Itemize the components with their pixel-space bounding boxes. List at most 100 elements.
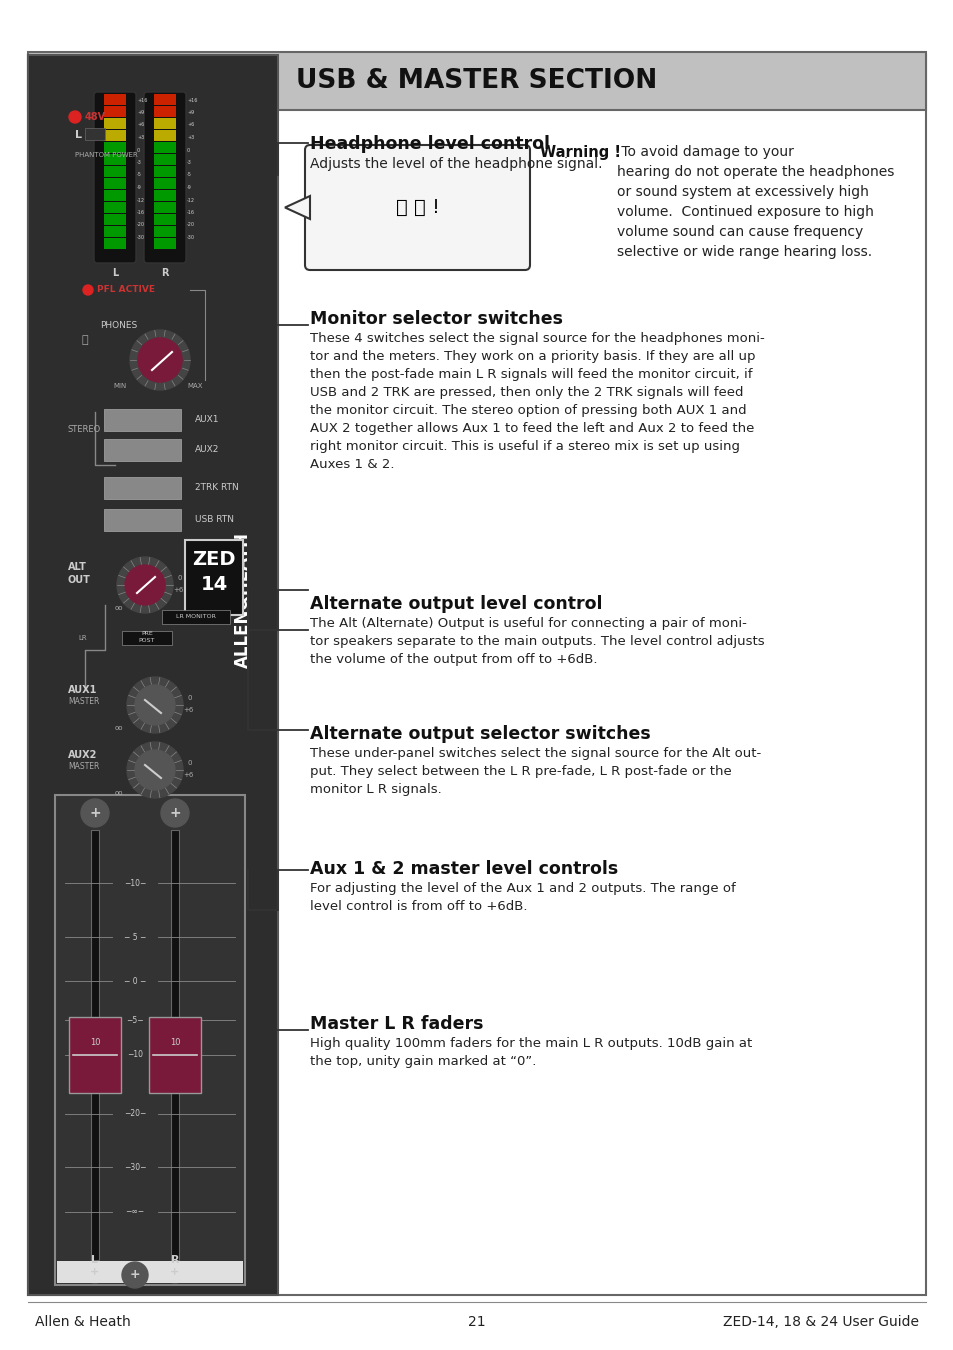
Circle shape [127, 743, 183, 798]
Text: These under-panel switches select the signal source for the Alt out-
put. They s: These under-panel switches select the si… [310, 747, 760, 796]
Polygon shape [285, 196, 310, 219]
Circle shape [125, 566, 165, 605]
Text: +6: +6 [172, 587, 183, 593]
FancyBboxPatch shape [104, 477, 181, 500]
Bar [153, 190, 175, 201]
Text: 2TRK RTN: 2TRK RTN [194, 483, 238, 493]
Text: The Alt (Alternate) Output is useful for connecting a pair of moni-
tor speakers: The Alt (Alternate) Output is useful for… [310, 617, 763, 666]
Text: L: L [112, 269, 118, 278]
Text: 10: 10 [170, 1038, 180, 1048]
Text: -20: -20 [187, 223, 194, 228]
Text: oo: oo [115, 725, 123, 730]
Text: +6: +6 [183, 707, 193, 713]
Text: Warning !: Warning ! [539, 144, 620, 161]
Text: 🔊 🎧 !: 🔊 🎧 ! [395, 198, 439, 217]
Text: PFL ACTIVE: PFL ACTIVE [97, 285, 154, 294]
Text: High quality 100mm faders for the main L R outputs. 10dB gain at
the top, unity : High quality 100mm faders for the main L… [310, 1037, 752, 1068]
FancyBboxPatch shape [104, 439, 181, 460]
Bar [104, 142, 126, 153]
Bar [153, 95, 175, 105]
Circle shape [84, 1261, 106, 1282]
Text: To avoid damage to your
hearing do not operate the headphones
or sound system at: To avoid damage to your hearing do not o… [617, 144, 893, 259]
Text: MASTER: MASTER [68, 698, 99, 706]
Text: -30: -30 [137, 235, 145, 240]
Bar [57, 1261, 243, 1282]
Bar [104, 215, 126, 225]
FancyBboxPatch shape [144, 92, 186, 263]
Text: POST: POST [139, 639, 155, 644]
Bar [104, 202, 126, 213]
Bar [104, 238, 126, 248]
Text: 48V: 48V [85, 112, 106, 122]
Text: AUX1: AUX1 [68, 684, 97, 695]
Text: +: + [171, 1268, 179, 1277]
Text: 🎧: 🎧 [82, 335, 89, 346]
Bar [185, 540, 243, 616]
Text: Alternate output level control: Alternate output level control [310, 595, 602, 613]
Text: Alternate output selector switches: Alternate output selector switches [310, 725, 650, 743]
Text: Headphone level control: Headphone level control [310, 135, 550, 153]
Text: -5: -5 [137, 173, 142, 177]
Text: MASTER: MASTER [68, 763, 99, 771]
Text: R: R [161, 269, 169, 278]
Circle shape [122, 1262, 148, 1288]
Text: ALLEN&HEATH: ALLEN&HEATH [233, 532, 252, 668]
Text: 21: 21 [468, 1315, 485, 1328]
Bar [28, 53, 925, 109]
Text: PRE: PRE [141, 632, 152, 636]
Bar [69, 1017, 121, 1092]
Text: +9: +9 [187, 109, 193, 115]
Text: − 5 −: − 5 − [124, 933, 146, 941]
Text: ZED: ZED [193, 551, 235, 570]
Text: +6: +6 [137, 123, 144, 127]
Text: 0: 0 [188, 695, 193, 701]
Circle shape [164, 1261, 186, 1282]
Text: R: R [171, 1256, 179, 1265]
Bar [104, 130, 126, 140]
Text: AUX2: AUX2 [194, 446, 219, 455]
Bar [104, 166, 126, 177]
Bar [153, 225, 175, 238]
Text: +6: +6 [183, 772, 193, 778]
Bar [104, 107, 126, 117]
Circle shape [135, 684, 174, 725]
Text: AUX2: AUX2 [68, 751, 97, 760]
Text: Master L R faders: Master L R faders [310, 1015, 483, 1033]
Circle shape [127, 676, 183, 733]
Bar [104, 95, 126, 105]
Text: USB RTN: USB RTN [194, 516, 233, 525]
Text: Allen & Heath: Allen & Heath [35, 1315, 131, 1328]
Text: 0: 0 [137, 147, 140, 153]
Circle shape [135, 751, 174, 790]
Bar [104, 117, 126, 130]
Text: AUX1: AUX1 [194, 416, 219, 424]
Text: −10−: −10− [124, 879, 146, 888]
Text: MIN: MIN [113, 383, 127, 389]
FancyBboxPatch shape [55, 795, 245, 1285]
Text: +9: +9 [137, 109, 144, 115]
Text: 14: 14 [200, 575, 228, 594]
Bar [153, 215, 175, 225]
Text: 10: 10 [90, 1038, 100, 1048]
Bar [149, 1017, 201, 1092]
Circle shape [161, 799, 189, 828]
Circle shape [117, 558, 172, 613]
Text: 0: 0 [178, 575, 182, 580]
Circle shape [81, 799, 109, 828]
Text: L: L [75, 130, 82, 140]
Text: 0: 0 [188, 760, 193, 765]
Circle shape [83, 285, 92, 296]
Bar [28, 55, 277, 1295]
Bar [104, 178, 126, 189]
FancyBboxPatch shape [94, 92, 136, 263]
Circle shape [69, 111, 81, 123]
Text: -5: -5 [187, 173, 192, 177]
Text: Monitor selector switches: Monitor selector switches [310, 310, 562, 328]
Text: 0: 0 [187, 147, 190, 153]
Text: -9: -9 [137, 185, 142, 190]
Text: LR: LR [78, 634, 87, 641]
Text: -9: -9 [187, 185, 192, 190]
Text: +: + [169, 806, 181, 819]
Bar [153, 142, 175, 153]
Text: -16: -16 [137, 211, 145, 215]
